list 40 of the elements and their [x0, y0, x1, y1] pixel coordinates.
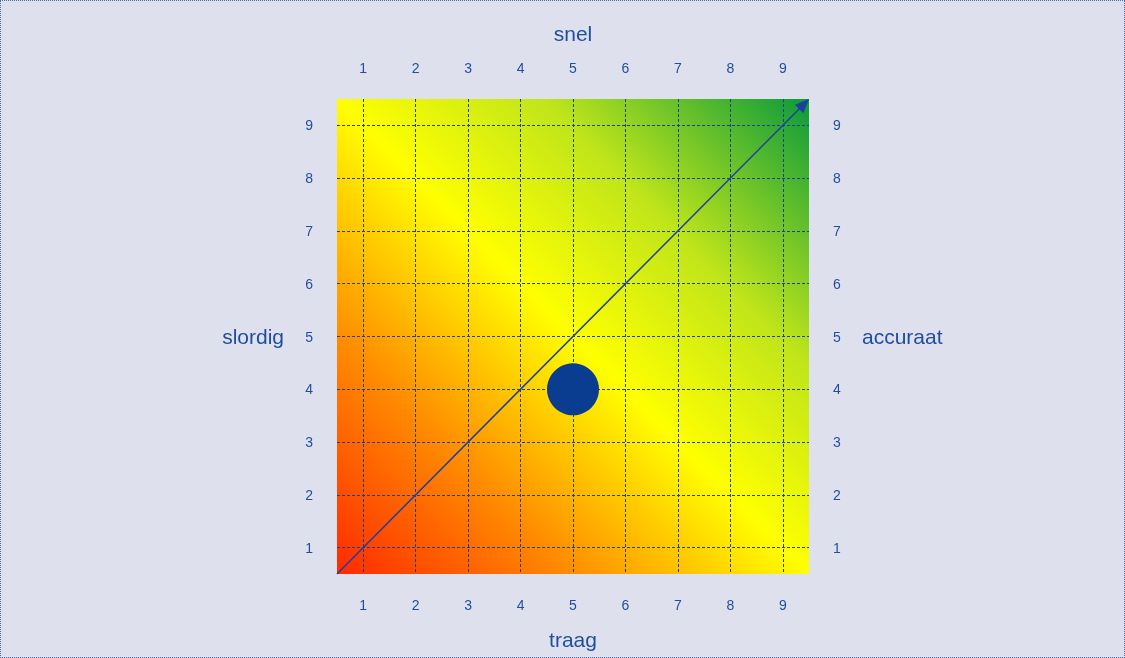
y2-axis-title: accuraat [862, 325, 943, 348]
y-tick-label: 1 [305, 539, 314, 556]
x-tick-label: 2 [411, 597, 420, 613]
x2-tick-label: 6 [621, 60, 630, 76]
x-tick-label: 7 [673, 597, 682, 613]
y2-tick-label: 5 [833, 328, 841, 345]
x-tick-label: 4 [516, 597, 525, 613]
y-tick-label: 3 [305, 434, 314, 451]
y2-tick-label: 6 [833, 275, 841, 292]
x-tick-label: 9 [778, 597, 787, 613]
y2-tick-label: 9 [833, 117, 841, 134]
y-tick-label: 9 [305, 117, 314, 134]
x2-tick-label: 8 [726, 60, 735, 76]
y-tick-label: 4 [305, 381, 314, 398]
x2-tick-label: 7 [673, 60, 682, 76]
y2-tick-label: 2 [833, 486, 841, 503]
x2-tick-label: 2 [411, 60, 420, 76]
x-tick-label: 6 [621, 597, 630, 613]
y2-tick-label: 7 [833, 222, 841, 239]
y2-tick-label: 1 [833, 539, 841, 556]
y-tick-label: 7 [305, 222, 314, 239]
x2-tick-label: 3 [464, 60, 473, 76]
x-tick-label: 1 [359, 597, 368, 613]
y2-tick-label: 3 [833, 434, 841, 451]
y-tick-label: 8 [305, 170, 314, 187]
x-tick-label: 8 [726, 597, 735, 613]
x-tick-label: 3 [464, 597, 473, 613]
x2-axis-title: snel [553, 22, 593, 45]
x2-tick-label: 5 [569, 60, 578, 76]
y-axis-title: slordig [222, 325, 284, 348]
y2-tick-label: 8 [833, 170, 841, 187]
y-tick-label: 2 [305, 486, 314, 503]
y2-tick-label: 4 [833, 381, 841, 398]
y-tick-label: 6 [305, 275, 314, 292]
x2-tick-label: 1 [359, 60, 368, 76]
x-tick-label: 5 [569, 597, 578, 613]
x-axis-title: traag [549, 628, 597, 651]
x2-tick-label: 4 [516, 60, 525, 76]
y-tick-label: 5 [305, 328, 314, 345]
x2-tick-label: 9 [778, 60, 787, 76]
